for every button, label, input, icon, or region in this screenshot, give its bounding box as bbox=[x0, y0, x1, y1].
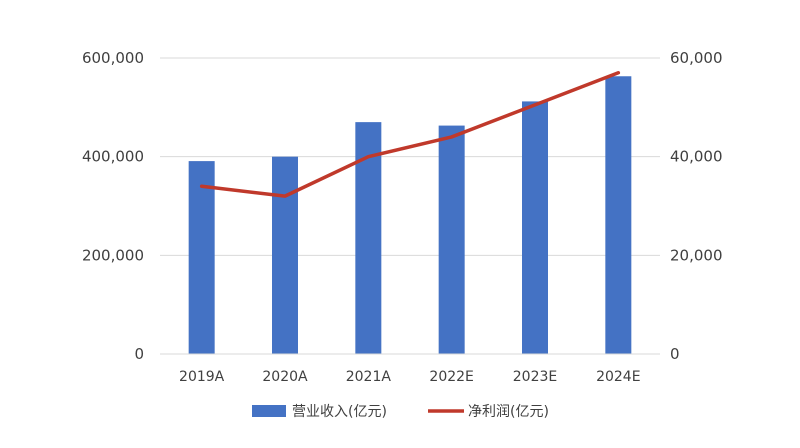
revenue-bar bbox=[438, 125, 465, 354]
left-tick-label: 200,000 bbox=[82, 246, 144, 264]
category-label: 2023E bbox=[513, 369, 557, 385]
net-profit-line bbox=[199, 71, 621, 198]
legend-label-revenue: 营业收入(亿元) bbox=[292, 404, 387, 420]
category-label: 2019A bbox=[179, 369, 225, 385]
right-tick-label: 20,000 bbox=[670, 246, 723, 264]
category-label: 2020A bbox=[262, 369, 308, 385]
category-label: 2022E bbox=[429, 369, 473, 385]
right-tick-label: 60,000 bbox=[670, 49, 723, 67]
right-tick-label: 0 bbox=[670, 345, 680, 363]
revenue-bar bbox=[522, 101, 548, 354]
revenue-bars bbox=[188, 76, 632, 355]
net-profit-series-line bbox=[199, 71, 621, 198]
revenue-bar bbox=[605, 76, 632, 355]
revenue-bar bbox=[188, 161, 215, 354]
revenue-bar bbox=[272, 156, 298, 354]
right-tick-label: 40,000 bbox=[670, 148, 723, 166]
gridlines bbox=[160, 57, 660, 256]
legend-label-net-profit: 净利润(亿元) bbox=[468, 404, 549, 420]
left-tick-label: 400,000 bbox=[82, 148, 144, 166]
right-axis-ticks: 0 20,000 40,000 60,000 bbox=[670, 49, 723, 363]
left-tick-label: 600,000 bbox=[82, 49, 144, 67]
left-tick-label: 0 bbox=[134, 345, 144, 363]
category-label: 2024E bbox=[596, 369, 640, 385]
category-label: 2021A bbox=[346, 369, 392, 385]
category-labels: 2019A 2020A 2021A 2022E 2023E 2024E bbox=[179, 369, 641, 385]
left-axis-ticks: 0 200,000 400,000 600,000 bbox=[82, 49, 144, 363]
legend-swatch-revenue bbox=[252, 405, 286, 417]
legend: 营业收入(亿元) 净利润(亿元) bbox=[252, 404, 549, 420]
